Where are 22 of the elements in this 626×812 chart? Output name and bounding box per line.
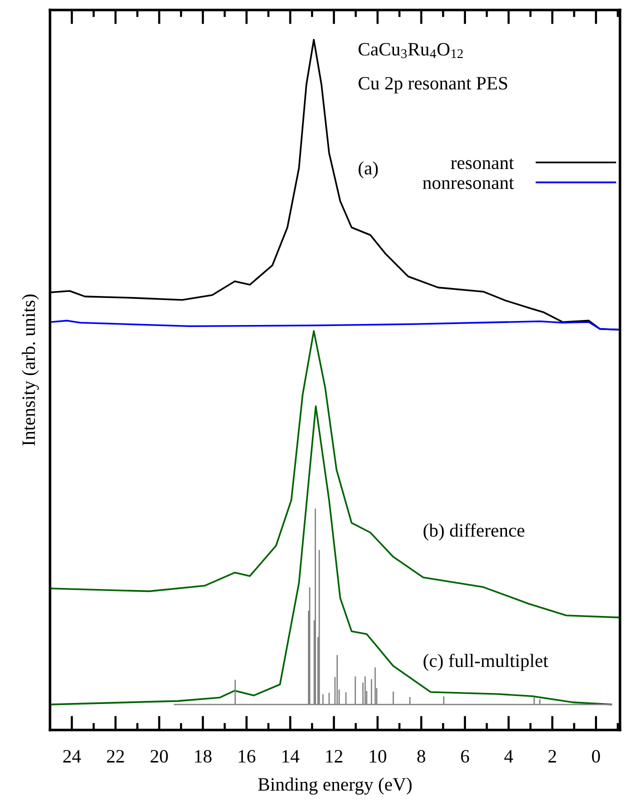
y-axis-title: Intensity (arb. units) — [22, 294, 39, 446]
annotation: (c) full-multiplet — [424, 654, 548, 671]
x-tick-label: 12 — [326, 750, 342, 762]
annotation: Cu 2p resonant PES — [358, 76, 508, 94]
annotation: (a) — [358, 161, 378, 178]
x-tick-label: 10 — [370, 750, 386, 763]
x-axis-title: Binding energy (eV) — [258, 778, 412, 795]
x-tick-label: 6 — [461, 750, 470, 763]
x-tick-label: 18 — [195, 750, 212, 763]
x-tick-label: 24 — [63, 750, 81, 762]
x-tick-label: 14 — [282, 750, 300, 762]
legend-label: nonresonant — [422, 178, 514, 190]
annotation: (b) difference — [424, 523, 524, 541]
x-tick-label: 20 — [150, 750, 168, 763]
x-tick-label: 0 — [592, 750, 600, 763]
x-tick-label: 8 — [417, 750, 426, 763]
annotation: CaCu$_{3}$Ru$_{4}$O$_{12}$ — [358, 42, 463, 58]
x-tick-label: 2 — [548, 750, 556, 762]
x-tick-label: 22 — [106, 750, 124, 762]
legend-label: resonant — [450, 158, 514, 170]
x-tick-label: 16 — [238, 750, 256, 763]
x-tick-label: 4 — [504, 750, 514, 762]
